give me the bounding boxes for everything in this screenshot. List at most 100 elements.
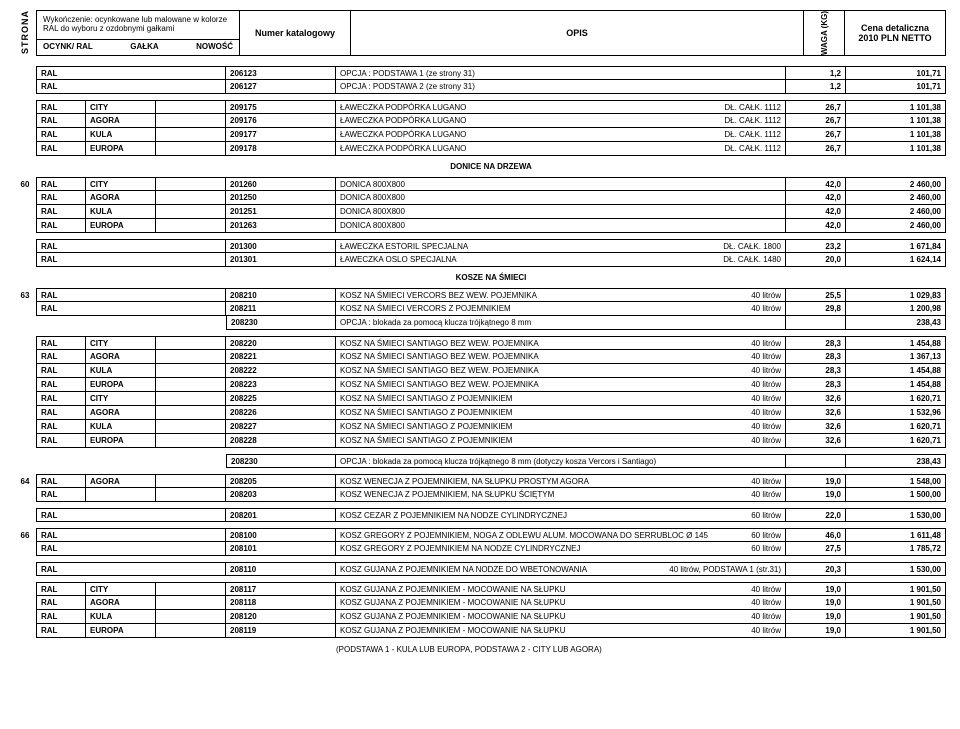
new-cell	[156, 488, 226, 502]
table-row: RALCITY208117KOSZ GUJANA Z POJEMNIKIEM -…	[14, 582, 946, 596]
description-text: DONICA 800X800	[340, 193, 405, 202]
page-index	[14, 100, 36, 114]
knob-cell: EUROPA	[86, 434, 156, 448]
table-row: RALKULA201251DONICA 800X80042,02 460,00	[14, 205, 946, 219]
weight-cell: 26,7	[786, 128, 846, 142]
weight-cell: 32,6	[786, 434, 846, 448]
new-cell	[156, 624, 226, 638]
table-block: RALCITY209175ŁAWECZKA PODPÓRKA LUGANODŁ.…	[14, 100, 946, 156]
price-cell: 1 611,48	[846, 528, 946, 542]
finish-cell: RAL	[36, 528, 226, 542]
description-text: KOSZ NA ŚMIECI SANTIAGO Z POJEMNIKIEM	[340, 436, 512, 445]
price-cell: 238,43	[846, 454, 946, 468]
table-row: RALAGORA208226KOSZ NA ŚMIECI SANTIAGO Z …	[14, 406, 946, 420]
weight-cell: 32,6	[786, 406, 846, 420]
new-cell	[156, 177, 226, 191]
description-text: KOSZ GUJANA Z POJEMNIKIEM - MOCOWANIE NA…	[340, 598, 566, 607]
description-text: ŁAWECZKA PODPÓRKA LUGANO	[340, 116, 466, 125]
finish-box: Wykończenie: ocynkowane lub malowane w k…	[36, 10, 240, 56]
price-cell: 1 901,50	[846, 624, 946, 638]
section-title: KOSZE NA ŚMIECI	[36, 273, 946, 282]
description-text: ŁAWECZKA OSLO SPECJALNA	[340, 255, 457, 264]
description-cell: OPCJA : PODSTAWA 2 (ze strony 31)	[336, 80, 786, 94]
catalog-number: 208223	[226, 378, 336, 392]
weight-cell: 26,7	[786, 100, 846, 114]
page-index	[14, 562, 36, 576]
knob-cell: AGORA	[86, 596, 156, 610]
description-extra: 40 litrów	[751, 422, 781, 431]
page-index	[14, 364, 36, 378]
price-cell: 1 620,71	[846, 420, 946, 434]
weight-cell: 1,2	[786, 66, 846, 80]
weight-cell: 19,0	[786, 488, 846, 502]
weight-cell: 32,6	[786, 420, 846, 434]
description-text: DONICA 800X800	[340, 207, 405, 216]
weight-cell: 27,5	[786, 542, 846, 556]
table-row: RALEUROPA209178ŁAWECZKA PODPÓRKA LUGANOD…	[14, 142, 946, 156]
table-row: RAL208101KOSZ GREGORY Z POJEMNIKIEM NA N…	[14, 542, 946, 556]
catalog-number: 201263	[226, 219, 336, 233]
weight-cell: 25,5	[786, 288, 846, 302]
new-cell	[156, 219, 226, 233]
content: RAL206123OPCJA : PODSTAWA 1 (ze strony 3…	[14, 66, 946, 655]
cena-header: Cena detaliczna 2010 PLN NETTO	[845, 10, 946, 56]
description-extra: DŁ. CAŁK. 1112	[724, 144, 781, 153]
price-cell: 1 367,13	[846, 350, 946, 364]
new-cell	[156, 582, 226, 596]
table-block: RAL201300ŁAWECZKA ESTORIL SPECJALNADŁ. C…	[14, 239, 946, 267]
description-text: DONICA 800X800	[340, 180, 405, 189]
price-cell: 1 620,71	[846, 392, 946, 406]
knob-cell: EUROPA	[86, 219, 156, 233]
description-cell: KOSZ NA ŚMIECI SANTIAGO BEZ WEW. POJEMNI…	[336, 364, 786, 378]
catalog-number: 208117	[226, 582, 336, 596]
table-row: RALAGORA209176ŁAWECZKA PODPÓRKA LUGANODŁ…	[14, 114, 946, 128]
finish-col-galka: GAŁKA	[130, 42, 158, 51]
page-index	[14, 114, 36, 128]
description-text: KOSZ CEZAR Z POJEMNIKIEM NA NODZE CYLIND…	[340, 511, 567, 520]
price-cell: 1 548,00	[846, 474, 946, 488]
price-cell: 238,43	[846, 316, 946, 330]
side-label: STRONA	[14, 10, 36, 56]
table-row: RAL201300ŁAWECZKA ESTORIL SPECJALNADŁ. C…	[14, 239, 946, 253]
catalog-number: 208222	[226, 364, 336, 378]
catalog-number: 208100	[226, 528, 336, 542]
description-text: KOSZ NA ŚMIECI SANTIAGO BEZ WEW. POJEMNI…	[340, 352, 539, 361]
table-row: 208230OPCJA : blokada za pomocą klucza t…	[14, 454, 946, 468]
description-text: KOSZ NA ŚMIECI VERCORS BEZ WEW. POJEMNIK…	[340, 291, 537, 300]
finish-cell: RAL	[36, 205, 86, 219]
weight-cell: 20,0	[786, 253, 846, 267]
side-label-text: STRONA	[20, 10, 30, 54]
finish-col-ocynk: OCYNK/ RAL	[43, 42, 93, 51]
price-cell: 1 454,88	[846, 336, 946, 350]
catalog-number: 208220	[226, 336, 336, 350]
table-row: RALAGORA208221KOSZ NA ŚMIECI SANTIAGO BE…	[14, 350, 946, 364]
page-index	[14, 142, 36, 156]
price-cell: 1 101,38	[846, 114, 946, 128]
description-extra: 40 litrów	[751, 339, 781, 348]
description-text: KOSZ GUJANA Z POJEMNIKIEM - MOCOWANIE NA…	[340, 585, 566, 594]
opis-header: OPIS	[351, 10, 804, 56]
page-index	[14, 454, 36, 468]
catalog-number: 208210	[226, 288, 336, 302]
knob-cell: CITY	[86, 336, 156, 350]
knob-cell: CITY	[86, 100, 156, 114]
description-text: KOSZ NA ŚMIECI SANTIAGO Z POJEMNIKIEM	[340, 408, 512, 417]
new-cell	[156, 596, 226, 610]
description-cell: KOSZ CEZAR Z POJEMNIKIEM NA NODZE CYLIND…	[336, 508, 786, 522]
description-cell: KOSZ GUJANA Z POJEMNIKIEM - MOCOWANIE NA…	[336, 596, 786, 610]
description-cell: DONICA 800X800	[336, 219, 786, 233]
description-cell: ŁAWECZKA PODPÓRKA LUGANODŁ. CAŁK. 1112	[336, 114, 786, 128]
catalog-number: 208203	[226, 488, 336, 502]
finish-cell: RAL	[36, 219, 86, 233]
weight-cell: 42,0	[786, 219, 846, 233]
catalog-number: 208227	[226, 420, 336, 434]
finish-cell: RAL	[36, 610, 86, 624]
waga-header: WAGA (KG)	[804, 10, 845, 56]
description-text: KOSZ NA ŚMIECI SANTIAGO Z POJEMNIKIEM	[340, 394, 512, 403]
description-extra: 40 litrów	[751, 352, 781, 361]
catalog-number: 201260	[226, 177, 336, 191]
table-row: RAL206123OPCJA : PODSTAWA 1 (ze strony 3…	[14, 66, 946, 80]
page-index	[14, 596, 36, 610]
page-index	[14, 302, 36, 316]
opis-header-text: OPIS	[566, 28, 588, 38]
